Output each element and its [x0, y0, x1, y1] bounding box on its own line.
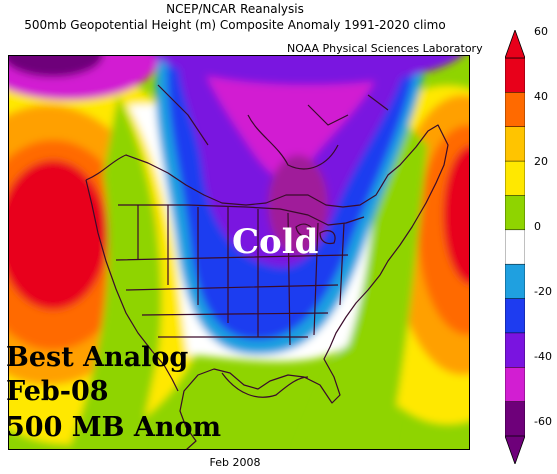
cold-label: Cold: [232, 222, 319, 262]
date-footer: Feb 2008: [209, 456, 261, 469]
anomaly-map: [8, 55, 470, 450]
colorbar-bottom-arrow: [505, 435, 525, 464]
coastline-outline: [85, 84, 449, 450]
colorbar-segment: [505, 401, 525, 437]
overlay-line-1: Best Analog: [6, 342, 189, 373]
overlay-line-3: 500 MB Anom: [6, 412, 222, 443]
colorbar-tick-60: 60: [534, 25, 548, 38]
colorbar-tick-neg60: -60: [534, 415, 552, 428]
chart-title: NCEP/NCAR Reanalysis: [166, 2, 304, 16]
colorbar-tick-40: 40: [534, 90, 548, 103]
colorbar-segment: [505, 367, 525, 403]
anomaly-map-canvas: [8, 55, 470, 450]
colorbar-segment: [505, 126, 525, 162]
colorbar-segment: [505, 263, 525, 300]
colorbar-segment: [505, 160, 525, 197]
colorbar-tick-neg40: -40: [534, 350, 552, 363]
colorbar-tick-20: 20: [534, 155, 548, 168]
colorbar: [505, 30, 525, 464]
overlay-line-2: Feb-08: [6, 376, 109, 407]
colorbar-segment: [505, 332, 525, 369]
chart-subtitle: 500mb Geopotential Height (m) Composite …: [24, 18, 446, 32]
colorbar-segment: [505, 298, 525, 334]
colorbar-segment: [505, 92, 525, 128]
colorbar-segment: [505, 229, 525, 265]
colorbar-tick-0: 0: [534, 220, 541, 233]
colorbar-tick-neg20: -20: [534, 285, 552, 298]
credit-label: NOAA Physical Sciences Laboratory: [285, 42, 485, 55]
colorbar-segment: [505, 195, 525, 231]
colorbar-top-arrow: [505, 30, 525, 59]
colorbar-segment: [505, 57, 525, 94]
